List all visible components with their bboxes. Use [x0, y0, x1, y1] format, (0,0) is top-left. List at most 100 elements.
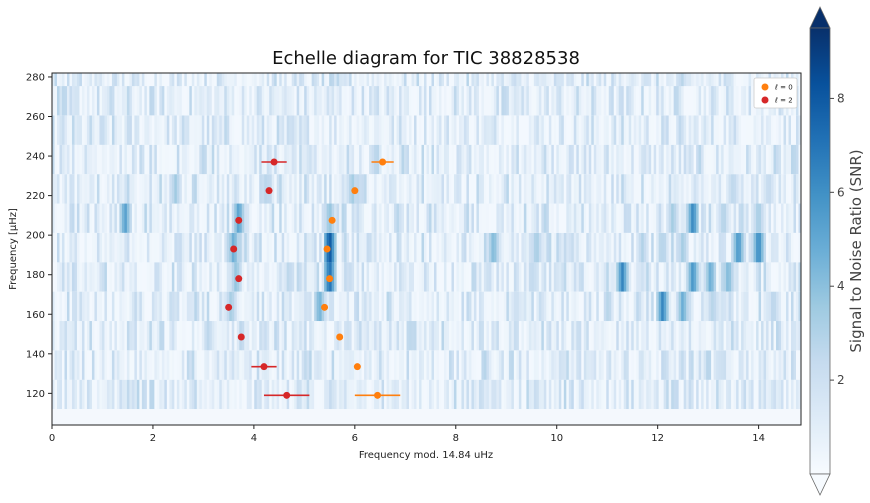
heat-cell	[528, 144, 532, 175]
heat-cell	[346, 115, 350, 145]
heat-cell	[761, 232, 764, 263]
heat-cell	[641, 203, 645, 233]
heat-cell	[721, 291, 725, 322]
heat-cell	[139, 350, 143, 380]
heat-cell	[756, 291, 759, 322]
heat-cell	[711, 232, 715, 263]
heat-cell	[701, 73, 705, 87]
heat-cell	[716, 203, 720, 233]
heat-cell	[329, 379, 333, 410]
heat-cell	[141, 144, 145, 175]
heat-cell	[179, 144, 183, 175]
heat-cell	[401, 86, 405, 116]
heat-cell	[351, 73, 355, 87]
heat-cell	[636, 174, 640, 204]
heat-cell	[718, 232, 722, 263]
heat-cell	[89, 291, 93, 322]
heat-cell	[236, 115, 240, 145]
heat-cell	[486, 379, 490, 410]
heat-cell	[596, 262, 600, 292]
heat-cell	[728, 320, 732, 351]
heat-cell	[683, 379, 687, 410]
heat-cell	[698, 320, 702, 351]
x-tick-label: 0	[49, 433, 55, 444]
heat-cell	[771, 232, 774, 263]
heat-cell	[756, 262, 759, 292]
heat-cell	[181, 115, 185, 145]
heat-cell	[336, 232, 340, 263]
heat-cell	[381, 73, 385, 87]
heat-cell	[81, 115, 85, 145]
heat-cell	[678, 262, 682, 292]
heat-cell	[189, 232, 193, 263]
heat-cell	[334, 320, 338, 351]
heat-cell	[583, 350, 587, 380]
heat-cell	[149, 262, 153, 292]
heat-cell	[541, 73, 545, 87]
heat-cell	[209, 144, 213, 175]
heat-cell	[306, 73, 310, 87]
heat-cell	[96, 262, 100, 292]
heat-cell	[244, 73, 248, 87]
heat-cell	[326, 291, 330, 322]
heat-cell	[661, 262, 665, 292]
heat-cell	[229, 320, 233, 351]
heat-cell	[663, 73, 667, 87]
heat-cell	[621, 232, 625, 263]
heat-cell	[111, 174, 115, 204]
heat-cell	[601, 174, 605, 204]
heat-cell	[209, 350, 213, 380]
heat-cell	[638, 262, 642, 292]
heat-cell	[276, 291, 280, 322]
heat-cell	[411, 350, 415, 380]
heat-cell	[566, 350, 570, 380]
heat-cell	[416, 144, 420, 175]
heat-cell	[496, 115, 500, 145]
heat-cell	[513, 350, 517, 380]
mode-point-l0	[323, 245, 331, 253]
heat-cell	[76, 174, 80, 204]
heat-cell	[131, 379, 135, 410]
heat-cell	[493, 174, 497, 204]
heat-cell	[756, 320, 759, 351]
heat-cell	[84, 232, 88, 263]
heat-cell	[523, 350, 527, 380]
heat-cell	[86, 203, 90, 233]
heat-cell	[309, 232, 313, 263]
heat-cell	[476, 350, 480, 380]
heat-cell	[601, 203, 605, 233]
heat-cell	[556, 203, 560, 233]
heat-cell	[69, 174, 73, 204]
heat-cell	[491, 291, 495, 322]
heat-cell	[436, 174, 440, 204]
heat-cell	[331, 115, 335, 145]
heat-cell	[211, 262, 215, 292]
heat-cell	[119, 379, 123, 410]
heat-cell	[696, 262, 700, 292]
heat-cell	[394, 379, 397, 410]
heat-cell	[221, 115, 225, 145]
heat-cell	[723, 86, 727, 116]
heat-cell	[251, 232, 255, 263]
heat-cell	[783, 174, 787, 204]
heat-cell	[571, 144, 575, 175]
heat-cell	[588, 232, 592, 263]
heat-cell	[698, 291, 702, 322]
heat-cell	[96, 174, 100, 204]
heat-cell	[681, 144, 685, 175]
heat-cell	[406, 262, 410, 292]
heat-cell	[141, 262, 145, 292]
heat-cell	[728, 86, 732, 116]
heat-cell	[496, 379, 500, 410]
heat-cell	[319, 174, 323, 204]
heat-cell	[259, 73, 263, 87]
heat-cell	[121, 86, 125, 116]
heat-cell	[191, 350, 195, 380]
heat-cell	[56, 203, 60, 233]
heat-cell	[753, 350, 757, 380]
heat-cell	[106, 350, 110, 380]
heat-cell	[608, 232, 612, 263]
heat-cell	[254, 115, 258, 145]
heat-cell	[61, 320, 65, 351]
heat-cell	[249, 232, 253, 263]
